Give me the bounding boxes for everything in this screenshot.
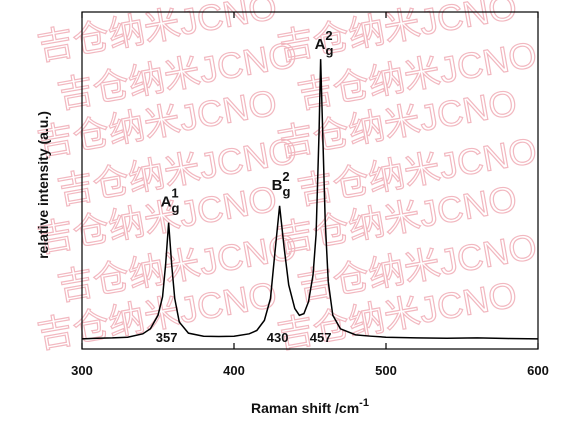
y-axis-label: relative intensity (a.u.): [35, 111, 51, 259]
peak-mode-sup: 2: [282, 169, 289, 184]
spectrum-line: [81, 59, 539, 340]
peak-mode-sup: 1: [171, 186, 178, 201]
x-axis-label: Raman shift /cm-1: [251, 397, 369, 416]
x-tick-label: 300: [71, 363, 93, 378]
peak-position-label: 357: [156, 330, 178, 345]
peak-mode-sub: g: [171, 201, 179, 216]
peak-mode-base: A: [161, 194, 172, 211]
x-axis-label-sup: -1: [359, 397, 369, 409]
x-tick-label: 600: [527, 363, 549, 378]
peak-mode-sub: g: [325, 43, 333, 58]
peak-mode-base: A: [315, 36, 326, 53]
peak-mode-sup: 2: [325, 28, 332, 43]
plot-frame: [81, 11, 539, 350]
peak-mode-sub: g: [282, 184, 290, 199]
x-tick-label: 500: [375, 363, 397, 378]
peak-position-label: 457: [310, 330, 332, 345]
peak-mode-label: Ag1: [161, 186, 180, 216]
peak-mode-label: Ag2: [315, 28, 334, 58]
x-axis-label-text: Raman shift /cm: [251, 400, 359, 416]
peak-mode-label: Bg2: [272, 169, 291, 199]
x-tick-label: 400: [223, 363, 245, 378]
peak-position-label: 430: [267, 330, 289, 345]
peak-mode-base: B: [272, 177, 283, 194]
